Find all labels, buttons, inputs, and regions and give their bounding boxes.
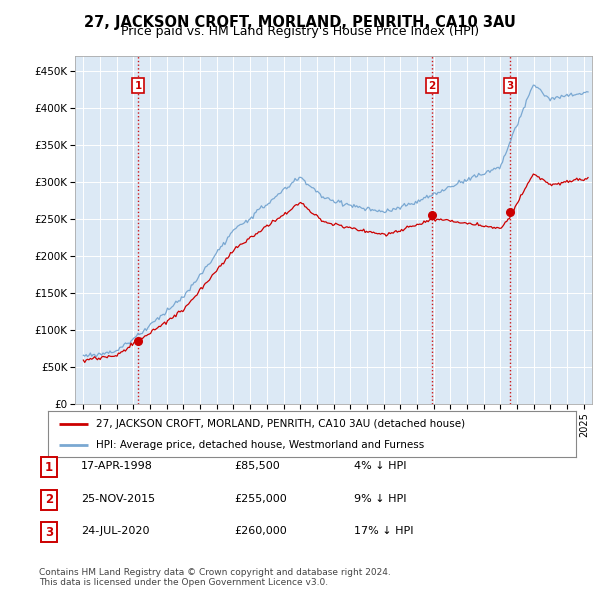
Text: 17% ↓ HPI: 17% ↓ HPI	[354, 526, 413, 536]
Text: 9% ↓ HPI: 9% ↓ HPI	[354, 494, 407, 503]
Text: £85,500: £85,500	[234, 461, 280, 471]
Text: 1: 1	[134, 81, 142, 91]
Text: £260,000: £260,000	[234, 526, 287, 536]
FancyBboxPatch shape	[41, 457, 57, 477]
Text: 3: 3	[506, 81, 514, 91]
Text: 24-JUL-2020: 24-JUL-2020	[81, 526, 149, 536]
Text: 2: 2	[45, 493, 53, 506]
Text: Contains HM Land Registry data © Crown copyright and database right 2024.
This d: Contains HM Land Registry data © Crown c…	[39, 568, 391, 587]
Text: 27, JACKSON CROFT, MORLAND, PENRITH, CA10 3AU (detached house): 27, JACKSON CROFT, MORLAND, PENRITH, CA1…	[95, 419, 464, 429]
Text: 3: 3	[45, 526, 53, 539]
FancyBboxPatch shape	[41, 490, 57, 510]
Text: HPI: Average price, detached house, Westmorland and Furness: HPI: Average price, detached house, West…	[95, 440, 424, 450]
Text: 1: 1	[45, 461, 53, 474]
FancyBboxPatch shape	[41, 522, 57, 542]
Text: 27, JACKSON CROFT, MORLAND, PENRITH, CA10 3AU: 27, JACKSON CROFT, MORLAND, PENRITH, CA1…	[84, 15, 516, 30]
Text: £255,000: £255,000	[234, 494, 287, 503]
Text: 4% ↓ HPI: 4% ↓ HPI	[354, 461, 407, 471]
Text: 2: 2	[428, 81, 436, 91]
Text: 25-NOV-2015: 25-NOV-2015	[81, 494, 155, 503]
Text: 17-APR-1998: 17-APR-1998	[81, 461, 153, 471]
Text: Price paid vs. HM Land Registry's House Price Index (HPI): Price paid vs. HM Land Registry's House …	[121, 25, 479, 38]
